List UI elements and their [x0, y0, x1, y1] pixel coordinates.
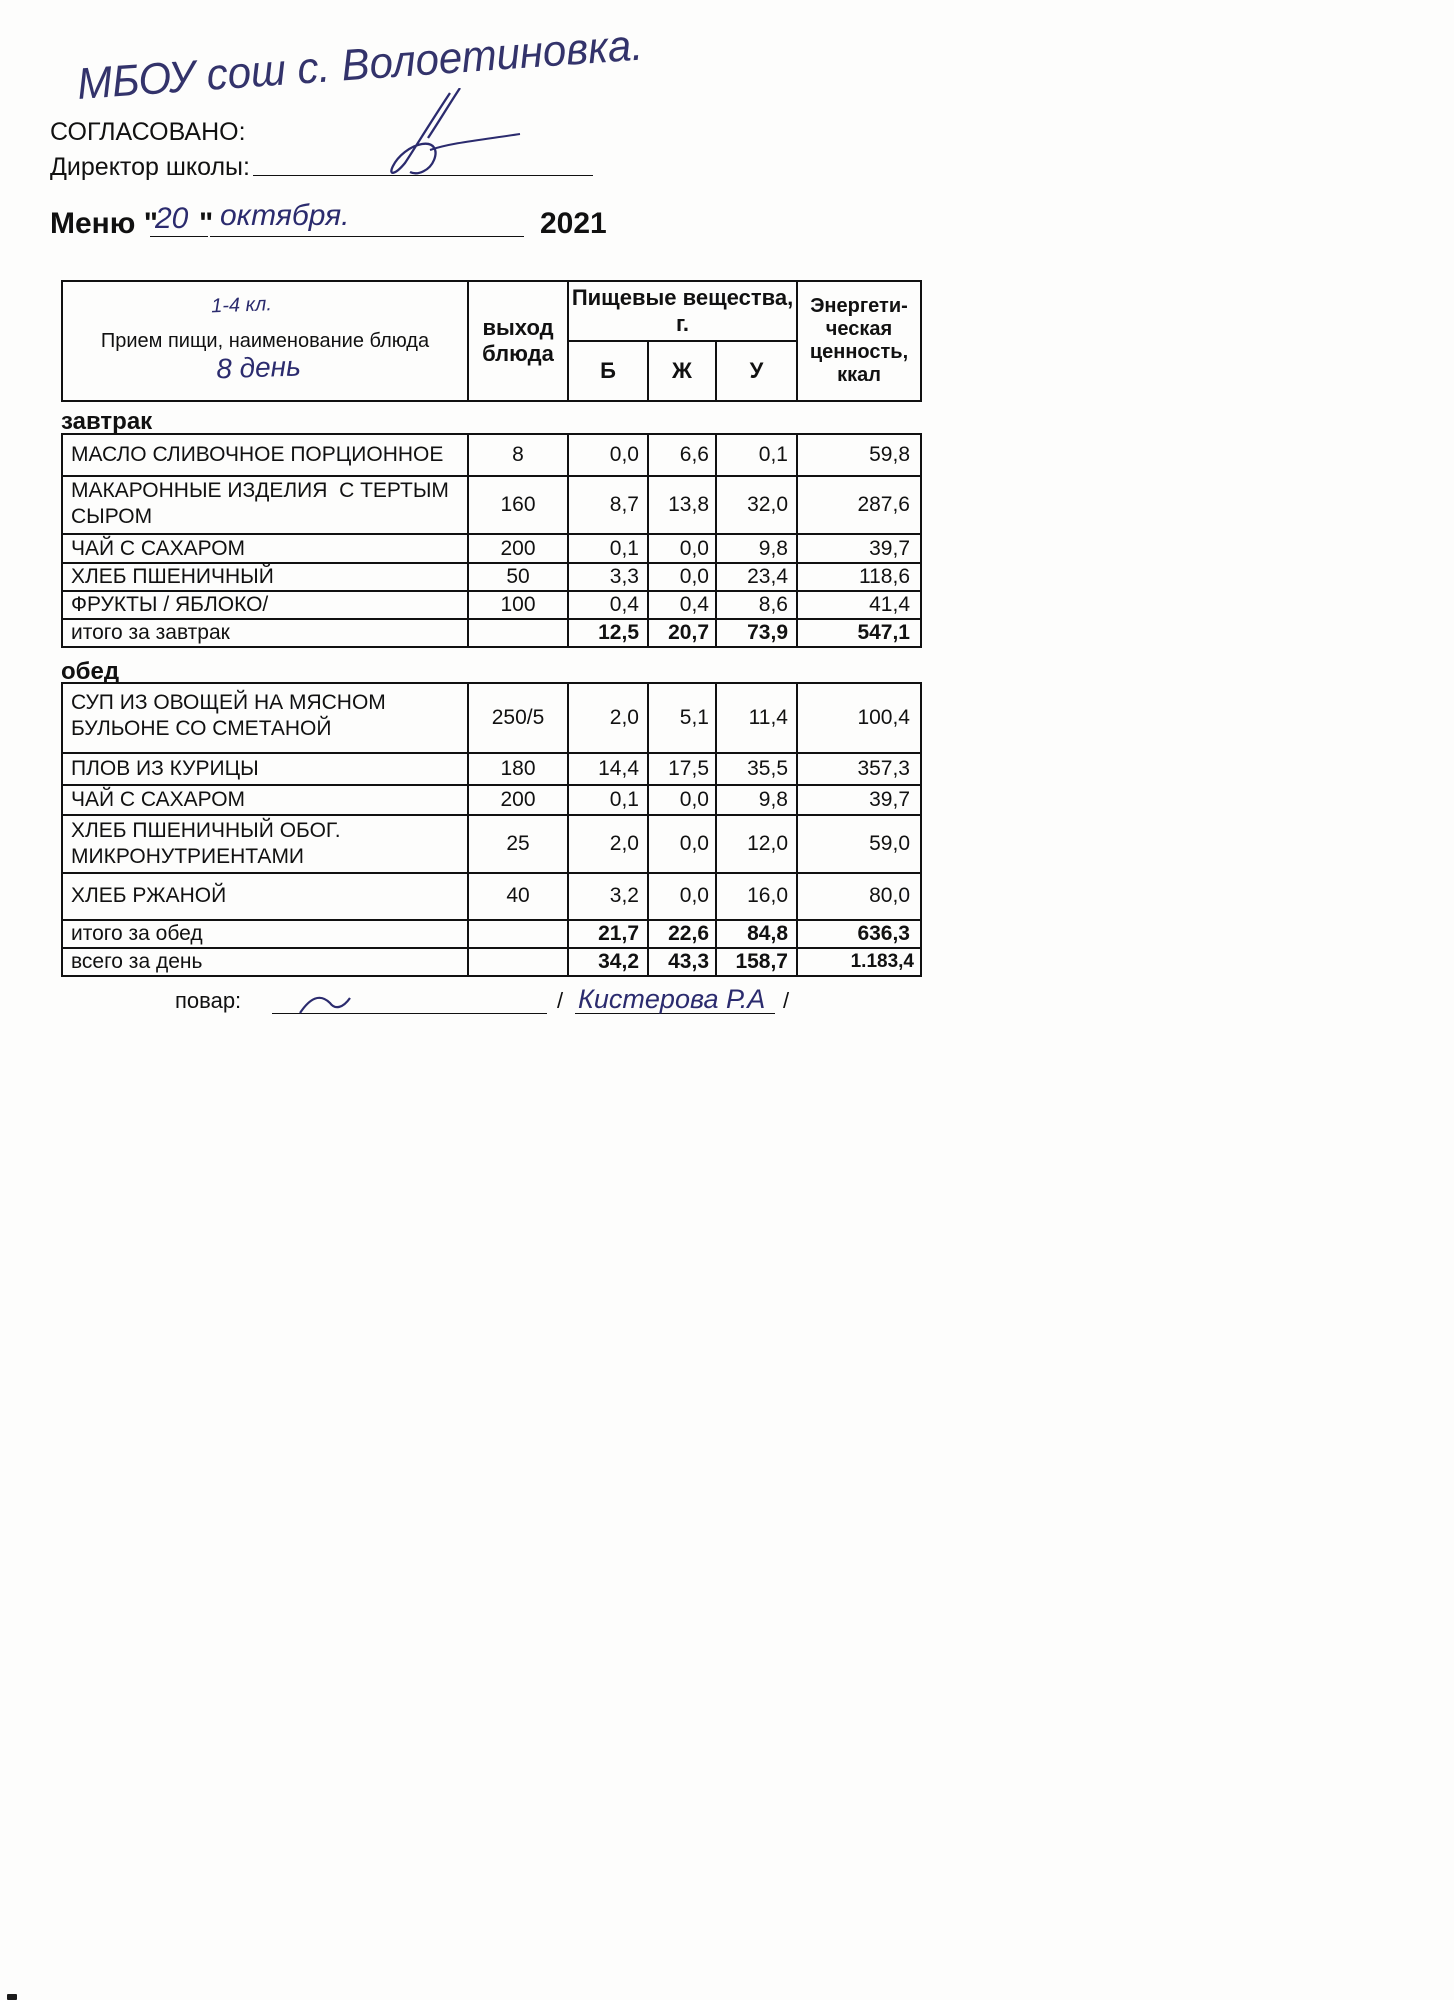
svg-text:1-4 кл.: 1-4 кл.	[211, 293, 272, 317]
svg-text:8 день: 8 день	[216, 350, 301, 384]
svg-text:Кистерова Р.А: Кистерова Р.А	[578, 984, 765, 1014]
svg-text:октября.: октября.	[220, 199, 349, 232]
svg-text:20: 20	[155, 202, 189, 235]
